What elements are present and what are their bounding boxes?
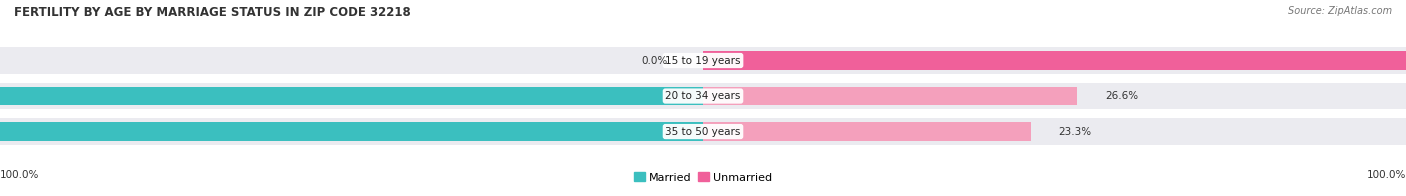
Bar <box>703 122 1031 141</box>
Bar <box>0 87 703 105</box>
Text: 100.0%: 100.0% <box>1367 170 1406 180</box>
Bar <box>0 122 703 141</box>
Text: 20 to 34 years: 20 to 34 years <box>665 91 741 101</box>
Text: 26.6%: 26.6% <box>1105 91 1139 101</box>
Text: Source: ZipAtlas.com: Source: ZipAtlas.com <box>1288 6 1392 16</box>
Text: 100.0%: 100.0% <box>0 170 39 180</box>
Text: 15 to 19 years: 15 to 19 years <box>665 55 741 65</box>
Bar <box>0 118 1406 145</box>
Bar <box>0 83 1406 109</box>
Text: FERTILITY BY AGE BY MARRIAGE STATUS IN ZIP CODE 32218: FERTILITY BY AGE BY MARRIAGE STATUS IN Z… <box>14 6 411 19</box>
Text: 0.0%: 0.0% <box>641 55 668 65</box>
Bar <box>703 51 1406 70</box>
Bar <box>0 47 1406 74</box>
Legend: Married, Unmarried: Married, Unmarried <box>630 168 776 187</box>
Text: 35 to 50 years: 35 to 50 years <box>665 127 741 137</box>
Text: 23.3%: 23.3% <box>1059 127 1092 137</box>
Bar <box>703 87 1077 105</box>
